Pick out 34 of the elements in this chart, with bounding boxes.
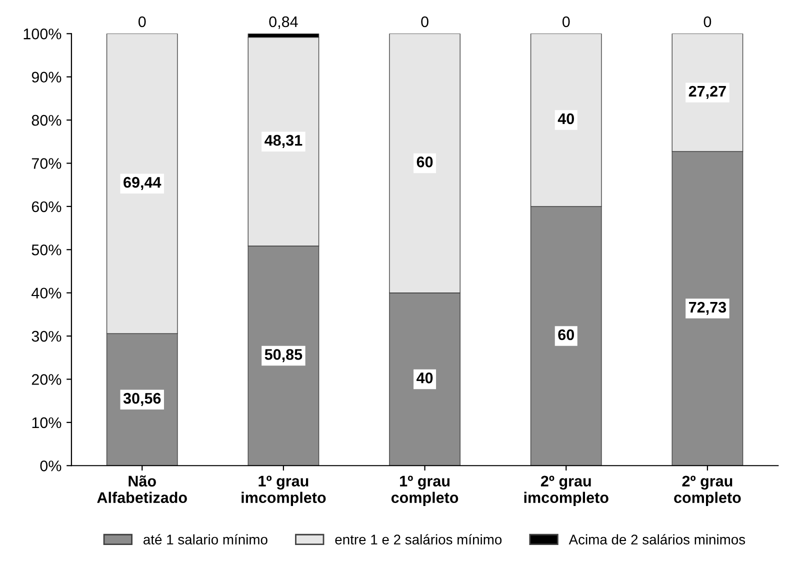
data-label: 50,85 [264, 349, 302, 362]
data-label: 30,56 [123, 392, 161, 406]
data-label: 48,31 [264, 134, 302, 148]
y-tick-label: 50% [32, 244, 62, 256]
x-tick-label: 1º grau imcompleto [242, 476, 326, 506]
data-label: 0,84 [269, 16, 298, 29]
y-tick-label: 40% [32, 288, 62, 299]
x-tick-label: 1º grau completo [391, 476, 458, 506]
y-tick-label: 100% [24, 28, 62, 40]
data-label: 0 [704, 16, 712, 28]
legend-label: até 1 salario mínimo [144, 534, 268, 544]
y-tick-label: 70% [32, 158, 62, 169]
legend-label: entre 1 e 2 salários mínimo [335, 534, 502, 544]
y-tick-label: 20% [32, 374, 62, 385]
legend-label: Acima de 2 salários minimos [568, 534, 746, 544]
x-tick-label: Não Alfabetizado [97, 475, 187, 504]
data-label: 60 [416, 156, 433, 168]
data-label: 40 [558, 113, 574, 124]
data-label: 60 [558, 329, 574, 340]
y-tick-label: 80% [32, 114, 62, 126]
y-tick-label: 30% [32, 330, 62, 342]
data-label: 27,27 [688, 86, 726, 99]
y-tick-label: 10% [32, 417, 62, 428]
data-label: 69,44 [124, 176, 162, 190]
x-tick-label: 2º grau imcompleto [524, 476, 608, 506]
data-label: 0 [421, 16, 428, 28]
y-tick-label: 60% [32, 201, 62, 212]
data-label: 72,73 [688, 302, 726, 315]
y-tick-label: 0% [40, 460, 62, 472]
x-tick-label: 2º grau completo [674, 476, 741, 506]
data-label: 0 [138, 16, 146, 28]
data-label: 40 [416, 372, 433, 384]
data-label: 0 [562, 16, 570, 28]
y-tick-label: 90% [32, 72, 62, 83]
